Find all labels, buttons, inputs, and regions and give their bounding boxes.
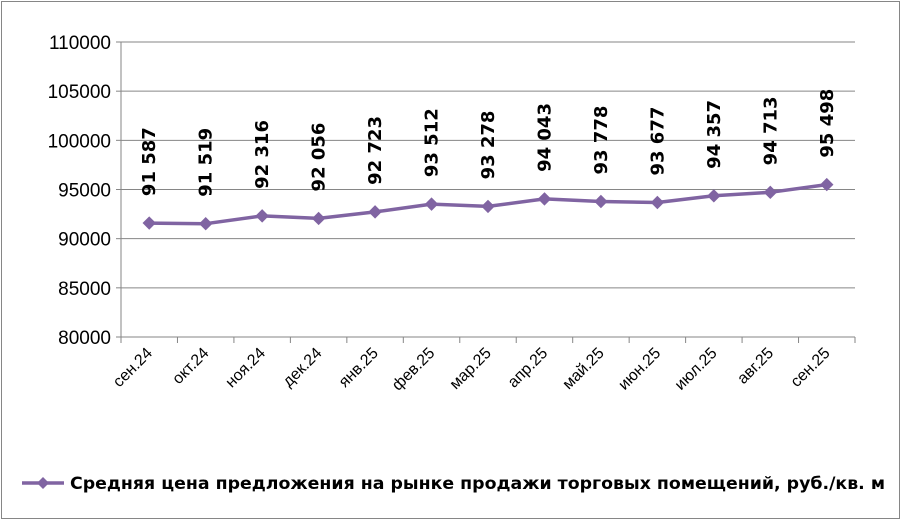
data-label: 93 677 bbox=[647, 107, 668, 176]
legend: Средняя цена предложения на рынке продаж… bbox=[22, 474, 885, 493]
x-tick-label: дек.24 bbox=[280, 345, 326, 391]
data-point bbox=[707, 189, 721, 203]
data-label: 93 512 bbox=[422, 108, 443, 177]
x-tick-label: май.25 bbox=[560, 345, 608, 393]
x-tick-label: янв.25 bbox=[336, 345, 382, 391]
data-label: 92 723 bbox=[365, 116, 386, 185]
data-point bbox=[481, 199, 495, 214]
x-tick-labels: сен.24 окт.24 ноя.24 дек.24 янв.25 фев.25 мар.… bbox=[110, 345, 834, 394]
data-point bbox=[255, 209, 269, 223]
series-markers bbox=[142, 177, 834, 231]
data-label: 94 043 bbox=[534, 103, 555, 172]
x-tick-label: апр.25 bbox=[505, 345, 552, 392]
data-point bbox=[650, 195, 665, 210]
data-label: 91 587 bbox=[139, 127, 160, 196]
data-label: 92 056 bbox=[309, 123, 330, 192]
data-point bbox=[142, 216, 156, 230]
data-point bbox=[594, 194, 608, 209]
data-label: 93 278 bbox=[478, 111, 499, 180]
gridlines bbox=[121, 41, 855, 289]
data-label: 92 316 bbox=[252, 120, 273, 189]
y-tick-label: 90000 bbox=[58, 230, 111, 251]
y-tick-label: 85000 bbox=[58, 279, 111, 300]
data-label: 94 713 bbox=[760, 96, 781, 165]
y-tick-label: 105000 bbox=[48, 82, 111, 103]
data-label: 95 498 bbox=[817, 89, 838, 158]
x-tick-label: окт.24 bbox=[169, 345, 212, 388]
y-tick-label: 80000 bbox=[58, 328, 111, 349]
x-tick-label: сен.24 bbox=[110, 345, 156, 391]
data-point bbox=[311, 211, 326, 226]
data-point bbox=[537, 192, 552, 206]
data-labels: 91 587 91 519 92 316 92 056 92 723 93 512 93 2… bbox=[139, 89, 838, 197]
x-tick-label: мар.25 bbox=[447, 345, 495, 393]
axes bbox=[116, 41, 856, 343]
x-tick-label: сен.25 bbox=[788, 345, 834, 391]
data-point bbox=[424, 197, 439, 211]
y-tick-label: 110000 bbox=[49, 33, 111, 54]
x-tick-label: июн.25 bbox=[615, 345, 664, 394]
y-tick-label: 100000 bbox=[48, 131, 111, 152]
y-tick-labels: 80000 85000 90000 95000 100000 105000 110000 bbox=[48, 33, 111, 349]
x-tick-label: авг.25 bbox=[734, 345, 777, 388]
data-point bbox=[820, 177, 834, 192]
y-tick-label: 95000 bbox=[58, 181, 111, 202]
legend-marker bbox=[37, 477, 49, 489]
data-label: 94 357 bbox=[704, 100, 725, 169]
x-tick-label: фев.25 bbox=[389, 345, 438, 394]
x-tick-label: ноя.24 bbox=[223, 345, 269, 391]
legend-label: Средняя цена предложения на рынке продаж… bbox=[70, 474, 885, 493]
data-label: 91 519 bbox=[196, 128, 217, 197]
data-point bbox=[368, 205, 382, 219]
x-tick-label: июл.25 bbox=[672, 345, 721, 394]
data-point bbox=[763, 185, 778, 200]
data-label: 93 778 bbox=[591, 106, 612, 175]
data-point bbox=[198, 217, 213, 231]
